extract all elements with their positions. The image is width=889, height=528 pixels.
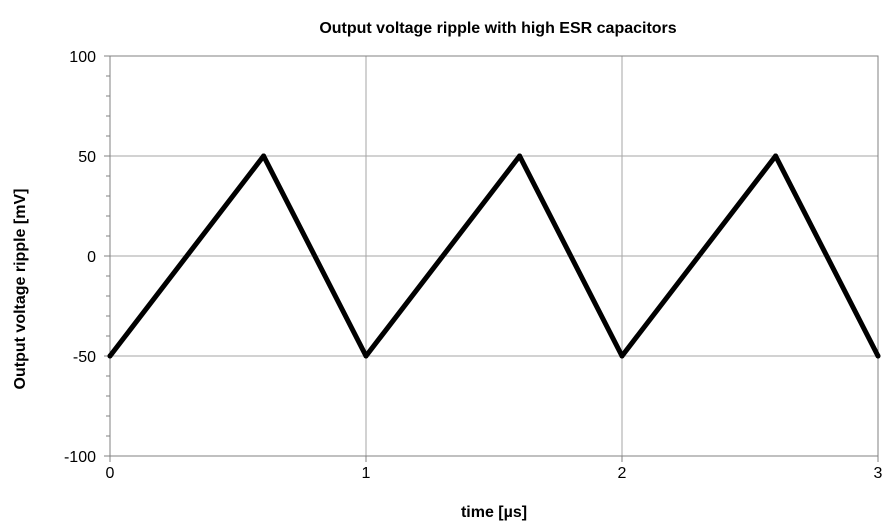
- data-point: [107, 353, 113, 359]
- y-tick-label: -50: [73, 349, 96, 366]
- data-point: [619, 353, 625, 359]
- data-point: [261, 153, 267, 159]
- chart-title: Output voltage ripple with high ESR capa…: [319, 20, 676, 37]
- y-axis-label: Output voltage ripple [mV]: [12, 189, 29, 390]
- x-tick-labels: 0 1 2 3: [106, 465, 883, 482]
- y-minor-ticks: [104, 55, 879, 462]
- x-tick-label: 3: [874, 465, 883, 482]
- data-point: [517, 153, 523, 159]
- x-tick-label: 1: [362, 465, 371, 482]
- x-axis-label: time [µs]: [461, 504, 527, 521]
- y-tick-label: 100: [69, 49, 96, 66]
- grid: [110, 56, 878, 456]
- data-point: [773, 153, 779, 159]
- y-tick-label: 0: [87, 249, 96, 266]
- data-point: [875, 353, 881, 359]
- x-tick-label: 2: [618, 465, 627, 482]
- series-layer: [107, 153, 881, 359]
- data-point: [363, 353, 369, 359]
- y-tick-labels: 100 50 0 -50 -100: [64, 49, 96, 466]
- x-tick-label: 0: [106, 465, 115, 482]
- y-tick-label: 50: [78, 149, 96, 166]
- y-tick-label: -100: [64, 449, 96, 466]
